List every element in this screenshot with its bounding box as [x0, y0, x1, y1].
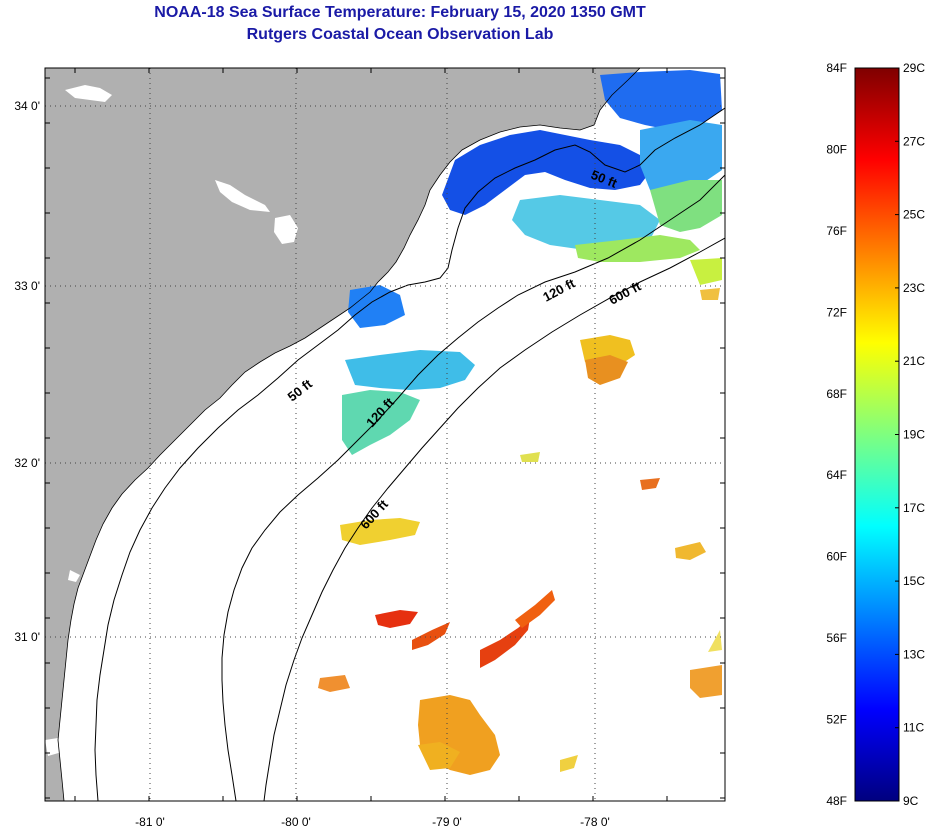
- colorbar-label-f: 56F: [826, 631, 847, 645]
- lat-tick-label: 34 0': [14, 99, 40, 113]
- lat-tick-label: 32 0': [14, 456, 40, 470]
- colorbar-label-f: 76F: [826, 224, 847, 238]
- lon-tick-label: -80 0': [281, 815, 311, 829]
- lat-tick-label: 33 0': [14, 279, 40, 293]
- lat-tick-label: 31 0': [14, 630, 40, 644]
- sst-cold-patches: [342, 70, 722, 455]
- land: [45, 68, 640, 801]
- colorbar-label-f: 48F: [826, 794, 847, 808]
- colorbar-label-c: 15C: [903, 574, 925, 588]
- isobath-50ft: [94, 107, 725, 801]
- colorbar-label-c: 27C: [903, 134, 925, 148]
- map-frame: [44, 67, 726, 802]
- lon-tick-label: -79 0': [432, 815, 462, 829]
- colorbar-label-c: 11C: [903, 721, 924, 735]
- map-subtitle: Rutgers Coastal Ocean Observation Lab: [246, 26, 554, 43]
- grid: [45, 68, 725, 801]
- colorbar-label-c: 25C: [903, 208, 925, 222]
- colorbar: 84F 80F 76F 72F 68F 64F 60F 56F 52F 48F 29C 27C 25C…: [826, 61, 925, 808]
- colorbar-label-f: 68F: [826, 387, 847, 401]
- colorbar-label-c: 17C: [903, 501, 925, 515]
- isobath-120ft: [221, 174, 725, 801]
- colorbar-label-c: 29C: [903, 61, 925, 75]
- axis-ticks: [45, 68, 725, 801]
- colorbar-label-c: 9C: [903, 794, 919, 808]
- latitude-axis: 34 0' 33 0' 32 0' 31 0': [14, 99, 40, 644]
- colorbar-label-f: 72F: [826, 305, 847, 319]
- inland-water: [45, 85, 298, 756]
- isobath-600ft: [263, 237, 725, 801]
- colorbar-label-f: 52F: [826, 713, 847, 727]
- sst-warm-patches: [318, 288, 722, 775]
- colorbar-label-c: 19C: [903, 428, 925, 442]
- colorbar-label-c: 21C: [903, 354, 925, 368]
- coastline: [57, 68, 641, 801]
- colorbar-label-c: 13C: [903, 647, 925, 661]
- colorbar-label-f: 80F: [826, 142, 847, 156]
- colorbar-label-f: 60F: [826, 550, 847, 564]
- colorbar-label-c: 23C: [903, 281, 925, 295]
- lon-tick-label: -78 0': [580, 815, 610, 829]
- colorbar-label-f: 64F: [826, 468, 847, 482]
- lon-tick-label: -81 0': [135, 815, 165, 829]
- colorbar-gradient: [854, 67, 900, 802]
- colorbar-label-f: 84F: [826, 61, 847, 75]
- map-title: NOAA-18 Sea Surface Temperature: Februar…: [154, 4, 646, 21]
- longitude-axis: -81 0' -80 0' -79 0' -78 0': [135, 815, 610, 829]
